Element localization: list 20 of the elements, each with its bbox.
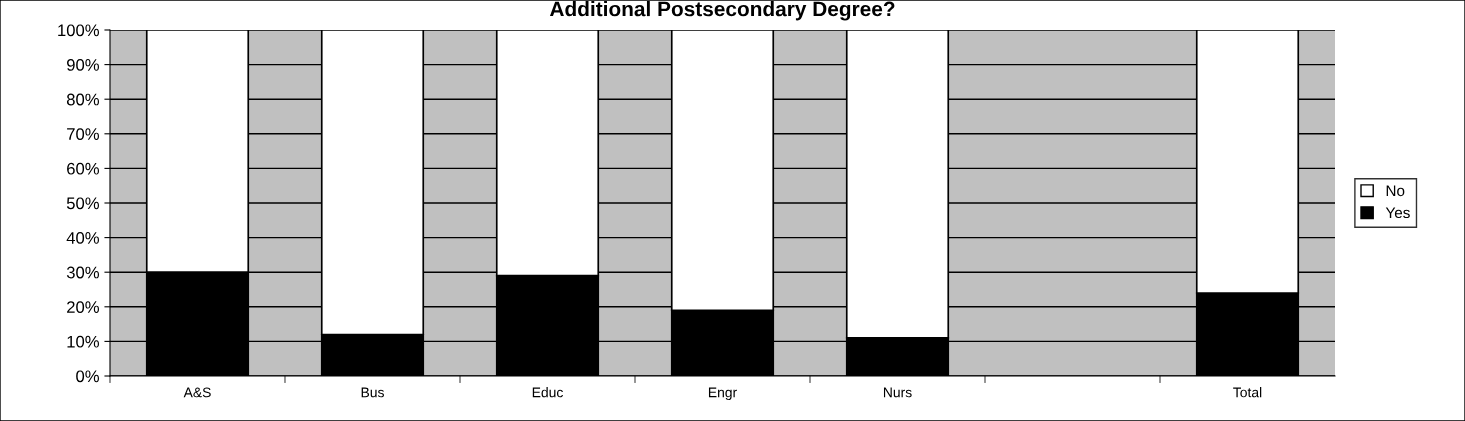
y-tick-label: 20% bbox=[67, 301, 99, 313]
y-tick-label: 40% bbox=[66, 232, 99, 244]
x-tick-label: A&S bbox=[183, 387, 211, 398]
y-tick-label: 90% bbox=[67, 59, 99, 71]
x-tick-label: Total bbox=[1233, 387, 1262, 398]
y-tick-label: 30% bbox=[66, 266, 99, 279]
x-tick-label: Nurs bbox=[883, 387, 912, 398]
y-tick-label: 80% bbox=[66, 93, 99, 106]
y-tick-label: 50% bbox=[66, 197, 99, 210]
x-tick-label: Engr bbox=[708, 387, 737, 401]
chart-title: Additional Postsecondary Degree? bbox=[549, 1, 895, 21]
y-tick-label: 70% bbox=[67, 128, 99, 140]
y-tick-label: 10% bbox=[67, 335, 99, 348]
x-tick-label: Educ bbox=[532, 387, 563, 398]
y-tick-label: 60% bbox=[67, 162, 99, 175]
legend-label: Yes bbox=[1385, 207, 1410, 219]
y-tick-label: 100% bbox=[58, 24, 99, 37]
x-tick-label: Bus bbox=[361, 387, 384, 398]
y-tick-label: 0% bbox=[76, 370, 99, 383]
legend-label: No bbox=[1386, 185, 1405, 197]
